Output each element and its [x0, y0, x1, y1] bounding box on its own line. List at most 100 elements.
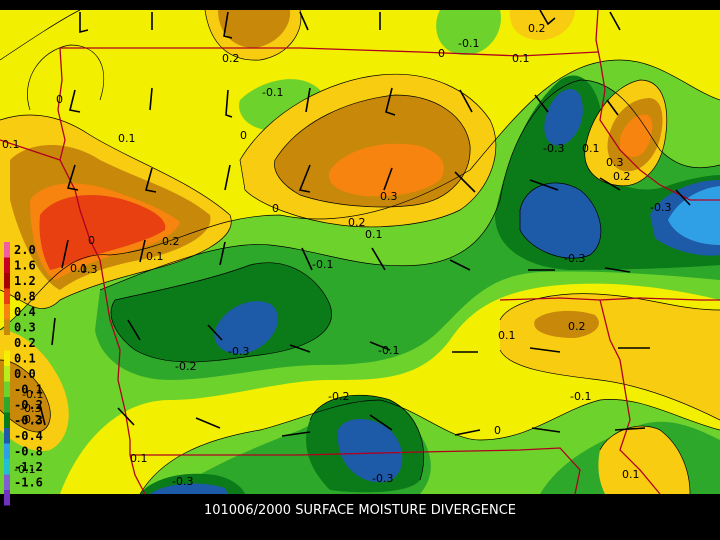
legend-swatch — [4, 428, 10, 444]
contour-label: 0.2 — [222, 52, 240, 65]
field-blue-west — [214, 301, 278, 354]
legend-swatch — [4, 443, 10, 459]
wind-barb — [139, 239, 146, 263]
wind-barb — [305, 87, 311, 113]
wind-barb — [299, 11, 309, 31]
legend-swatch — [4, 288, 10, 304]
contour-line — [139, 398, 720, 495]
field-lightblue-far-east — [668, 186, 720, 245]
contour-label: 0.1 — [512, 52, 530, 65]
wind-barb — [449, 259, 471, 271]
wind-barb — [149, 87, 153, 111]
wind-barb — [606, 99, 619, 116]
contour-label: -0.1 — [22, 388, 43, 401]
contour-line — [584, 79, 668, 187]
map-caption: 101006/2000 SURFACE MOISTURE DIVERGENCE — [203, 503, 517, 518]
legend-swatch — [4, 304, 10, 320]
state-border — [79, 209, 131, 455]
legend-label: -1.6 — [14, 476, 43, 490]
contour-label: 0.1 — [70, 262, 88, 275]
wind-barb — [281, 431, 311, 437]
legend-swatch — [4, 474, 10, 490]
contour-line — [110, 262, 332, 363]
legend-swatch — [4, 381, 10, 397]
field-brown-top — [218, 10, 291, 48]
wind-barb — [117, 407, 135, 426]
state-border — [60, 47, 599, 57]
contour-label: 0.1 — [130, 452, 148, 465]
wind-barb — [219, 241, 226, 266]
contour-line — [27, 44, 104, 111]
field-blue-east-lower — [520, 182, 601, 259]
legend-swatch — [4, 397, 10, 413]
legend-label: 2.0 — [14, 243, 36, 257]
contour-lines — [0, 9, 720, 495]
contour-label: 0.2 — [568, 320, 586, 333]
field-blue-east-upper — [544, 89, 583, 146]
contour-label: -0.3 — [172, 475, 193, 488]
wind-barb — [534, 94, 549, 113]
wind-barb — [61, 239, 69, 269]
wind-barb — [459, 89, 473, 113]
contour-label: -0.3 — [372, 472, 393, 485]
wind-barbs — [39, 9, 691, 437]
legend-swatch — [4, 242, 10, 258]
contour-line — [599, 425, 691, 495]
legend-swatch — [4, 366, 10, 382]
contour-label: 0 — [272, 202, 279, 215]
wind-barb — [225, 89, 233, 118]
legend-label: 1.6 — [14, 259, 36, 273]
wind-barb — [529, 347, 561, 353]
contour-line — [499, 293, 720, 321]
state-border — [595, 9, 720, 201]
contour-line — [274, 94, 471, 208]
legend-swatch — [4, 459, 10, 475]
contour-label: -0.3 — [228, 345, 249, 358]
wind-barb — [223, 11, 233, 39]
contour-line — [0, 59, 720, 331]
contour-label: 0.1 — [365, 228, 383, 241]
contour-label: -0.2 — [175, 360, 196, 373]
contour-label: -0.1 — [378, 344, 399, 357]
contour-label: -0.1 — [458, 37, 479, 50]
field-tan-se — [598, 426, 690, 494]
contour-label: 0 — [88, 234, 95, 247]
legend-label: -0.4 — [14, 429, 43, 443]
field-blue-sw — [150, 483, 228, 494]
legend-label: -0.3 — [14, 414, 43, 428]
wind-barb — [51, 317, 56, 346]
legend-swatch — [4, 490, 10, 506]
wind-barb — [207, 324, 223, 341]
wind-barb — [599, 177, 621, 191]
contour-label: 0.1 — [118, 132, 136, 145]
field-green-top-center — [436, 10, 501, 55]
state-border — [0, 139, 61, 161]
wind-barb — [454, 429, 481, 436]
legend-swatch — [4, 273, 10, 289]
contour-label: 0 — [494, 424, 501, 437]
contour-label: -0.2 — [328, 390, 349, 403]
legend-swatch — [4, 257, 10, 273]
contour-label: 0.1 — [498, 329, 516, 342]
state-border — [129, 454, 146, 495]
wind-barb — [298, 164, 311, 193]
legend-label: 0.4 — [14, 305, 36, 319]
wind-barb — [371, 247, 386, 271]
contour-label: 0.1 — [622, 468, 640, 481]
state-border — [499, 297, 720, 301]
contour-line — [239, 73, 497, 228]
contour-label: -0.3 — [650, 201, 671, 214]
contour-label: -0.1 — [14, 463, 35, 476]
wind-barb — [614, 427, 646, 431]
field-brown-sw — [0, 360, 51, 432]
wind-barb — [369, 341, 391, 351]
legend-label: -1.2 — [14, 460, 43, 474]
state-border — [599, 299, 661, 495]
field-dark-green-west — [111, 262, 332, 362]
legend-swatch — [4, 335, 10, 351]
field-red-west — [39, 195, 166, 270]
contour-line — [0, 9, 81, 61]
contour-label: 0.3 — [80, 263, 98, 276]
